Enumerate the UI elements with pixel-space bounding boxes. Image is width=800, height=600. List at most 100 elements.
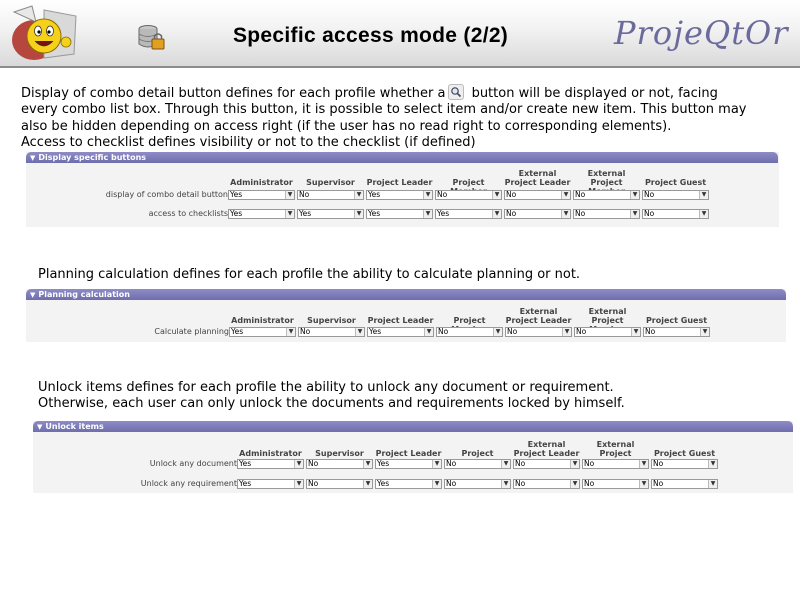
access-select[interactable]: No ▼ — [504, 190, 571, 200]
chevron-down-icon[interactable]: ▼ — [432, 480, 441, 488]
access-select[interactable]: Yes ▼ — [229, 327, 296, 337]
access-select-value: No — [575, 190, 586, 199]
access-select[interactable]: Yes ▼ — [366, 190, 433, 200]
chevron-down-icon[interactable]: ▼ — [501, 480, 510, 488]
chevron-down-icon[interactable]: ▼ — [423, 210, 432, 218]
access-select[interactable]: Yes ▼ — [237, 459, 304, 469]
chevron-down-icon[interactable]: ▼ — [424, 328, 433, 336]
collapse-triangle-icon[interactable]: ▼ — [30, 154, 36, 162]
profile-header-line-1: External — [588, 307, 627, 316]
chevron-down-icon[interactable]: ▼ — [354, 191, 363, 199]
access-select-value: No — [584, 479, 595, 488]
chevron-down-icon[interactable]: ▼ — [286, 328, 295, 336]
chevron-down-icon[interactable]: ▼ — [285, 191, 294, 199]
access-select[interactable]: No ▼ — [642, 190, 709, 200]
chevron-down-icon[interactable]: ▼ — [493, 328, 502, 336]
section-header-bar[interactable]: ▼ Planning calculation — [26, 289, 786, 300]
access-select[interactable]: Yes ▼ — [366, 209, 433, 219]
chevron-down-icon[interactable]: ▼ — [630, 210, 639, 218]
profile-column-header: Administrator — [235, 440, 306, 458]
access-select[interactable]: No ▼ — [573, 190, 640, 200]
access-select[interactable]: Yes ▼ — [228, 209, 295, 219]
access-select-value: No — [584, 459, 595, 468]
unlock-description-line-2: Otherwise, each user can only unlock the… — [38, 396, 625, 412]
access-select[interactable]: No ▼ — [306, 459, 373, 469]
chevron-down-icon[interactable]: ▼ — [639, 480, 648, 488]
access-select[interactable]: No ▼ — [582, 479, 649, 489]
access-select[interactable]: Yes ▼ — [297, 209, 364, 219]
chevron-down-icon[interactable]: ▼ — [570, 460, 579, 468]
access-select-value: No — [506, 190, 517, 199]
chevron-down-icon[interactable]: ▼ — [423, 191, 432, 199]
chevron-down-icon[interactable]: ▼ — [363, 480, 372, 488]
chevron-down-icon[interactable]: ▼ — [631, 328, 640, 336]
access-select[interactable]: Yes ▼ — [228, 190, 295, 200]
access-select[interactable]: No ▼ — [297, 190, 364, 200]
access-select[interactable]: Yes ▼ — [375, 479, 442, 489]
chevron-down-icon[interactable]: ▼ — [570, 480, 579, 488]
access-select[interactable]: Yes ▼ — [375, 459, 442, 469]
profile-column-header: Project Guest — [641, 307, 712, 325]
smiley-mascot-logo-icon — [4, 2, 84, 66]
section-header-bar[interactable]: ▼ Unlock items — [33, 421, 793, 432]
access-select[interactable]: No ▼ — [643, 327, 710, 337]
access-select[interactable]: No ▼ — [513, 459, 580, 469]
chevron-down-icon[interactable]: ▼ — [432, 460, 441, 468]
chevron-down-icon[interactable]: ▼ — [501, 460, 510, 468]
collapse-triangle-icon[interactable]: ▼ — [37, 423, 43, 431]
chevron-down-icon[interactable]: ▼ — [363, 460, 372, 468]
brand-logo-text: ProjeQtOr — [614, 14, 789, 52]
access-select-value: Yes — [369, 327, 382, 336]
access-select[interactable]: Yes ▼ — [435, 209, 502, 219]
profile-header-line-1: External — [596, 440, 635, 449]
access-select[interactable]: No ▼ — [573, 209, 640, 219]
chevron-down-icon[interactable]: ▼ — [708, 460, 717, 468]
access-select[interactable]: No ▼ — [435, 190, 502, 200]
access-select[interactable]: No ▼ — [642, 209, 709, 219]
chevron-down-icon[interactable]: ▼ — [699, 191, 708, 199]
access-select[interactable]: No ▼ — [651, 459, 718, 469]
access-select[interactable]: No ▼ — [444, 459, 511, 469]
access-select-value: Yes — [231, 327, 244, 336]
profile-header-line-2: Administrator — [239, 449, 302, 458]
access-select[interactable]: No ▼ — [651, 479, 718, 489]
chevron-down-icon[interactable]: ▼ — [354, 210, 363, 218]
access-select[interactable]: No ▼ — [306, 479, 373, 489]
access-select[interactable]: Yes ▼ — [237, 479, 304, 489]
access-select[interactable]: Yes ▼ — [367, 327, 434, 337]
chevron-down-icon[interactable]: ▼ — [492, 210, 501, 218]
profile-header-line-2: Project Leader — [367, 316, 434, 325]
collapse-triangle-icon[interactable]: ▼ — [30, 291, 36, 299]
chevron-down-icon[interactable]: ▼ — [699, 210, 708, 218]
unlock-description: Unlock items defines for each profile th… — [38, 380, 625, 413]
profile-header-line-2: Supervisor — [307, 316, 356, 325]
access-select[interactable]: No ▼ — [582, 459, 649, 469]
chevron-down-icon[interactable]: ▼ — [355, 328, 364, 336]
chevron-down-icon[interactable]: ▼ — [285, 210, 294, 218]
chevron-down-icon[interactable]: ▼ — [492, 191, 501, 199]
access-select-value: Yes — [230, 190, 243, 199]
chevron-down-icon[interactable]: ▼ — [700, 328, 709, 336]
chevron-down-icon[interactable]: ▼ — [294, 480, 303, 488]
chevron-down-icon[interactable]: ▼ — [561, 210, 570, 218]
access-select[interactable]: No ▼ — [574, 327, 641, 337]
section-header-bar[interactable]: ▼ Display specific buttons — [26, 152, 778, 163]
profile-header-line-1 — [649, 440, 720, 449]
chevron-down-icon[interactable]: ▼ — [562, 328, 571, 336]
chevron-down-icon[interactable]: ▼ — [639, 460, 648, 468]
chevron-down-icon[interactable]: ▼ — [294, 460, 303, 468]
access-select[interactable]: No ▼ — [505, 327, 572, 337]
unlock-description-line-1: Unlock items defines for each profile th… — [38, 380, 614, 395]
chevron-down-icon[interactable]: ▼ — [630, 191, 639, 199]
profile-header-line-1: External — [587, 169, 626, 178]
profile-column-header: Supervisor — [295, 169, 366, 187]
access-select[interactable]: No ▼ — [444, 479, 511, 489]
profile-column-header: External Project Leader — [511, 440, 582, 458]
access-select-value: No — [515, 479, 526, 488]
access-select[interactable]: No ▼ — [436, 327, 503, 337]
access-select[interactable]: No ▼ — [513, 479, 580, 489]
chevron-down-icon[interactable]: ▼ — [708, 480, 717, 488]
chevron-down-icon[interactable]: ▼ — [561, 191, 570, 199]
access-select[interactable]: No ▼ — [504, 209, 571, 219]
access-select[interactable]: No ▼ — [298, 327, 365, 337]
